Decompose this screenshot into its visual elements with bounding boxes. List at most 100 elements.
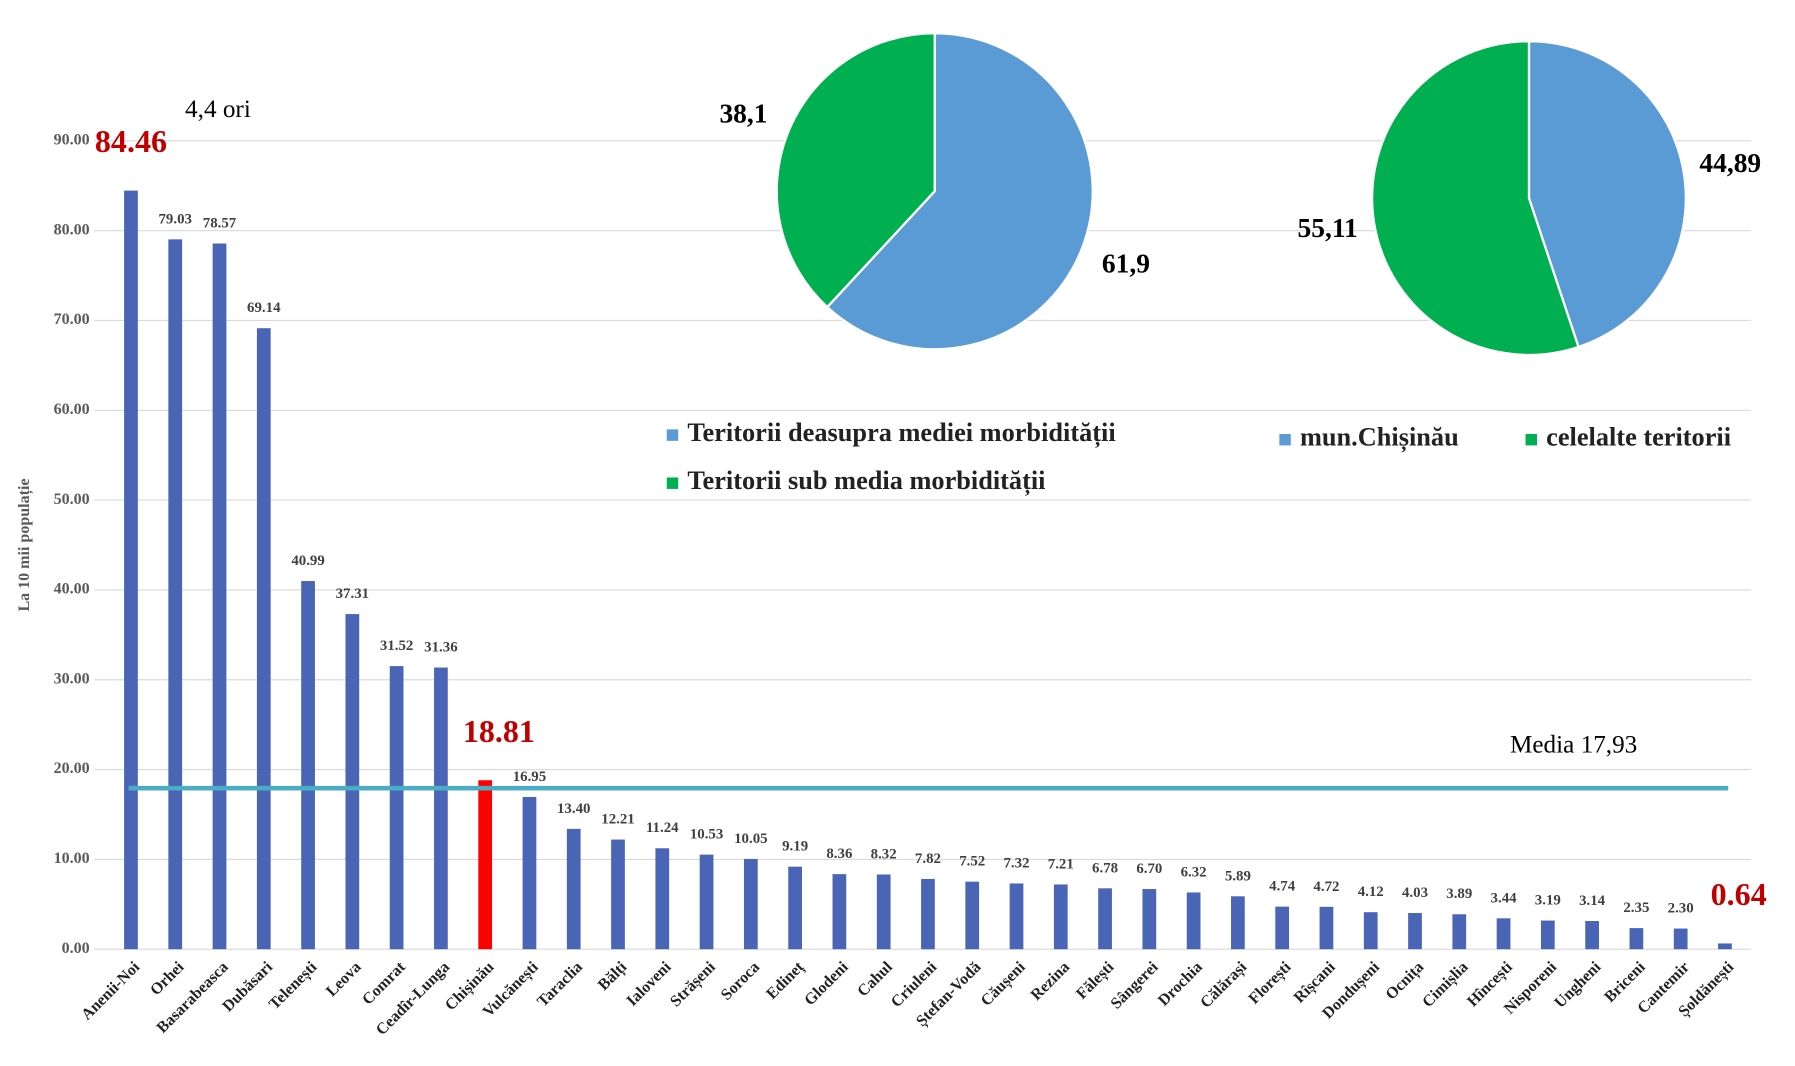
value-label: 13.40 [557,801,590,817]
bar [832,874,847,950]
value-label: 4.72 [1313,879,1339,895]
legend-swatch [666,429,679,441]
bar [478,780,493,950]
y-tick-label: 70.00 [54,311,90,328]
value-label: 3.14 [1579,893,1606,909]
value-label: 2.30 [1668,901,1694,917]
bar [168,239,183,950]
y-tick-label: 10.00 [54,850,90,867]
bar [124,190,138,950]
bar [1275,906,1290,950]
value-label: 12.21 [601,811,634,827]
value-label: 37.31 [336,586,369,602]
legend-label: mun.Chișinău [1300,423,1459,453]
annotation: 4,4 ori [185,96,251,123]
value-label: 6.70 [1136,861,1162,877]
bar [1540,920,1555,950]
value-label: 10.53 [690,827,723,843]
value-label: 4.03 [1402,885,1428,901]
bar [1673,928,1688,950]
pie-value-label: 38,1 [719,99,767,129]
legend-swatch [1279,433,1291,446]
value-label: 40.99 [291,553,324,569]
legend-label: Teritorii deasupra mediei morbidității [687,418,1115,448]
bar [1186,892,1201,950]
bar [301,581,315,950]
bar [1098,888,1112,950]
pie-slice [775,32,936,309]
value-label: 5.89 [1225,868,1251,884]
value-label: 7.32 [1003,855,1029,871]
value-label: 84.46 [95,123,167,159]
bar [1452,914,1467,950]
value-label: 6.32 [1181,864,1207,880]
value-label: 11.24 [646,820,679,836]
bar [611,839,625,950]
bar [1585,921,1599,950]
pie-slice [1370,40,1580,357]
value-label: 31.36 [424,639,457,655]
legend-swatch [1525,433,1537,446]
bar [522,796,537,950]
bar [699,854,714,950]
value-label: 8.36 [826,846,852,862]
value-label: 3.19 [1535,893,1561,909]
value-label: 2.35 [1623,900,1649,916]
value-label: 8.32 [871,846,897,862]
value-label: 0.64 [1711,876,1767,912]
pie-value-label: 55,11 [1298,213,1358,243]
value-label: 7.82 [915,851,941,867]
bar [212,243,227,950]
value-label: 78.57 [203,215,237,231]
value-label: 18.81 [463,713,535,749]
bar [1408,913,1422,950]
pie-value-label: 44,89 [1699,148,1761,178]
bar [921,878,935,950]
bar [566,828,581,950]
y-tick-label: 40.00 [54,581,90,598]
value-label: 16.95 [513,769,546,785]
value-label: 7.21 [1048,856,1074,872]
bar [1009,883,1024,950]
bar [256,328,271,950]
bar [345,614,360,950]
bar [1718,943,1732,950]
legend-label: celelalte teritorii [1546,423,1731,452]
value-label: 10.05 [734,831,767,847]
bar [743,858,758,950]
value-label: 4.74 [1269,879,1296,895]
pie-value-label: 61,9 [1102,249,1150,279]
bar [389,666,404,950]
bar [1231,896,1245,950]
y-tick-label: 90.00 [54,132,90,149]
value-label: 4.12 [1358,884,1384,900]
bar [1496,918,1511,950]
y-axis-label: La 10 mii populație [16,478,34,611]
bar [1319,906,1334,950]
bar [1629,928,1644,950]
y-tick-label: 80.00 [54,221,90,238]
reference-label: Media 17,93 [1510,731,1637,758]
bar [434,667,448,950]
value-label: 3.89 [1446,886,1472,902]
legend-swatch [666,477,679,489]
y-tick-label: 0.00 [62,940,90,957]
y-tick-label: 20.00 [54,760,90,777]
value-label: 3.44 [1491,890,1518,906]
bar [655,848,670,950]
bar [965,881,980,950]
bar [788,866,802,950]
value-label: 31.52 [380,638,413,654]
pie-slice [1527,40,1687,349]
value-label: 6.78 [1092,860,1118,876]
pie-slice [825,32,1094,351]
y-tick-label: 30.00 [54,670,90,687]
legend-label: Teritorii sub media morbidității [687,466,1045,496]
y-tick-label: 60.00 [54,401,90,418]
value-label: 69.14 [247,300,281,316]
y-tick-label: 50.00 [54,491,90,508]
bar [1142,889,1157,950]
value-label: 7.52 [959,854,985,870]
bar [1363,912,1378,950]
